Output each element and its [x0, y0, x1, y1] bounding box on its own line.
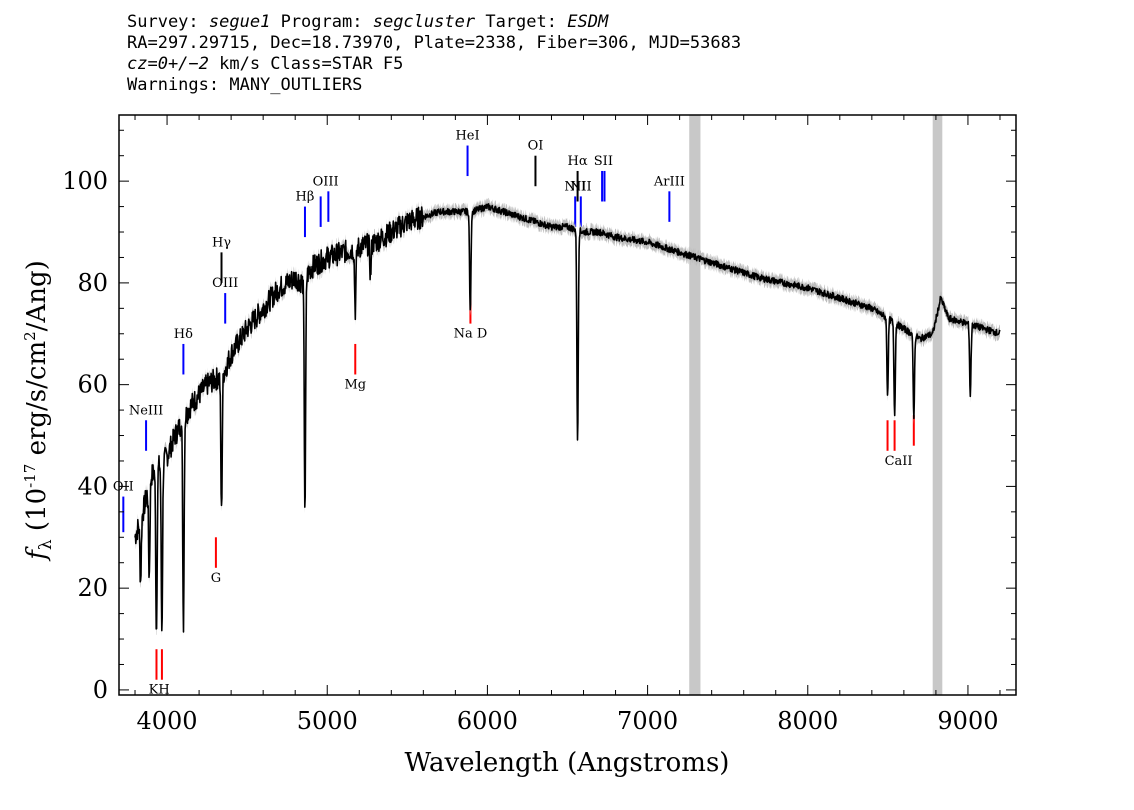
line-label-6: OIII — [313, 174, 339, 189]
masked-region-1 — [932, 115, 943, 695]
y-tick-label: 80 — [77, 269, 108, 297]
line-label-3: Hγ — [212, 235, 231, 250]
plot-frame — [118, 114, 1017, 696]
y-axis-title: fλ (10-17 erg/s/cm2/Ang) — [21, 260, 56, 562]
line-label-17: Na D — [454, 327, 488, 342]
target-label: Target: — [485, 12, 557, 32]
line-label-4: OIII — [212, 276, 238, 291]
line-label-15: G — [211, 571, 221, 586]
line-markers — [122, 145, 915, 680]
line-label-14: KH — [149, 683, 170, 698]
line-label-5: Hβ — [296, 190, 315, 205]
y-tick-label: 0 — [93, 676, 108, 704]
target-value: ESDM — [567, 12, 609, 32]
line-label-12: NII — [570, 179, 592, 194]
header-line-warnings: Warnings: MANY_OUTLIERS — [127, 75, 363, 95]
x-axis-title: Wavelength (Angstroms) — [405, 748, 730, 778]
spectrum-series — [134, 197, 1001, 639]
line-label-11: SII — [594, 154, 613, 169]
line-label-10: Hα — [568, 154, 588, 169]
x-tick-label: 6000 — [457, 707, 518, 735]
cz-value: cz=0+/−2 — [127, 54, 209, 74]
line-label-8: OI — [528, 139, 544, 154]
header-line-survey: Survey: segue1 Program: segcluster Targe… — [127, 12, 741, 33]
line-label-18: CaII — [885, 454, 913, 469]
y-tick-label: 20 — [77, 574, 108, 602]
y-tick-label: 60 — [77, 371, 108, 399]
program-value: segcluster — [372, 12, 476, 32]
x-tick-label: 7000 — [617, 707, 678, 735]
masked-regions — [689, 115, 943, 695]
line-label-0: OII — [113, 480, 134, 495]
x-tick-label: 4000 — [137, 707, 198, 735]
line-label-13: ArIII — [653, 174, 685, 189]
x-tick-label: 9000 — [937, 707, 998, 735]
x-tick-label: 5000 — [297, 707, 358, 735]
spectrum-line — [134, 203, 1001, 633]
survey-value: segue1 — [208, 12, 271, 32]
line-label-1: NeIII — [129, 403, 163, 418]
line-label-2: Hδ — [174, 327, 193, 342]
header-line-coordinates: RA=297.29715, Dec=18.73970, Plate=2338, … — [127, 33, 742, 53]
y-tick-label: 100 — [62, 167, 108, 195]
header-line-redshift: cz=0+/−2 km/s Class=STAR F5 — [127, 54, 741, 75]
spectrum-header: Survey: segue1 Program: segcluster Targe… — [127, 12, 741, 96]
line-label-9: NII — [564, 179, 586, 194]
x-tick-label: 8000 — [777, 707, 838, 735]
class-value: km/s Class=STAR F5 — [208, 54, 404, 74]
y-tick-label: 40 — [77, 472, 108, 500]
line-label-7: HeI — [455, 129, 479, 144]
spectrum-error-band — [135, 197, 1000, 639]
line-label-16: Mg — [344, 377, 366, 392]
masked-region-0 — [689, 115, 701, 695]
y-axis-ticks: 0 20 40 60 80 100 — [62, 129, 1016, 704]
x-axis-ticks: 4000 5000 6000 7000 8000 9000 — [134, 115, 1001, 735]
program-label: Program: — [280, 12, 363, 32]
survey-label: Survey: — [127, 12, 199, 32]
